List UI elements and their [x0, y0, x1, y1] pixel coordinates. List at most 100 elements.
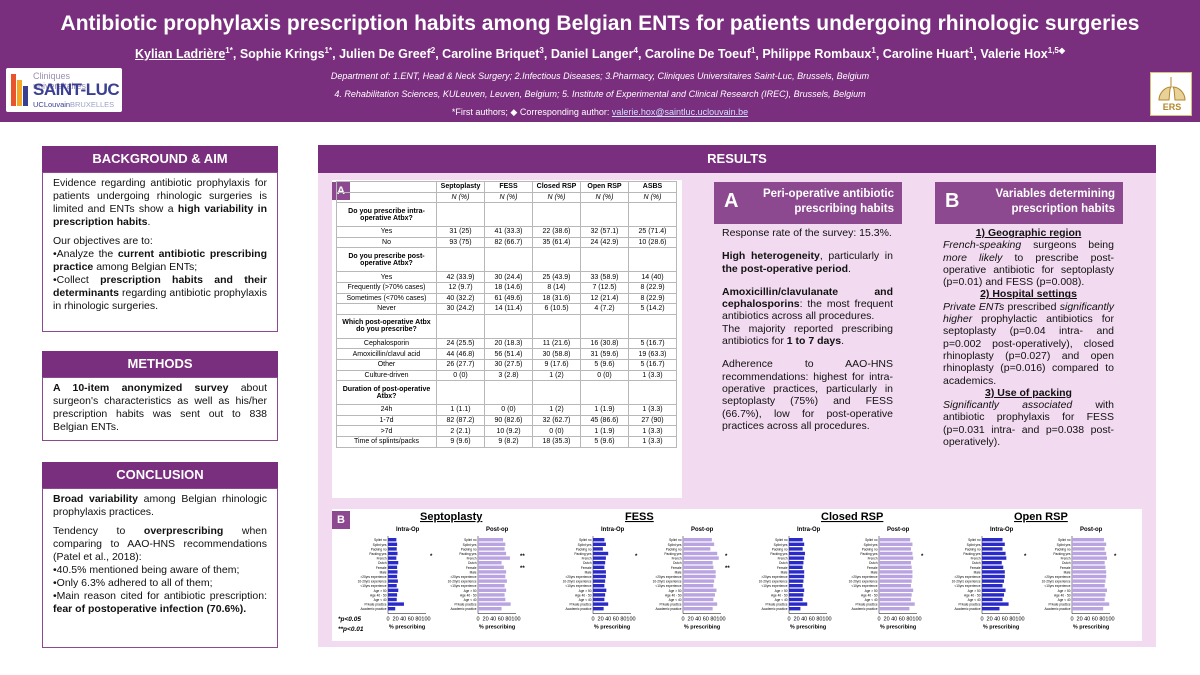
table-cell: 45 (86.6) [580, 414, 629, 427]
table-empty-cell [580, 313, 629, 339]
table-cell: 2 (2.1) [436, 425, 485, 437]
vars-s3-title: 3) Use of packing [985, 386, 1072, 399]
table-unit-cell: N (%) [532, 191, 581, 204]
table-empty-cell [580, 380, 629, 406]
table-cell: 40 (32.2) [436, 292, 485, 305]
ers-logo: ERS [1150, 72, 1192, 116]
table-column-header: ASBS [628, 181, 677, 193]
logo-line-2: SAINT-LUC [33, 80, 120, 99]
table-row-label: Other [336, 358, 437, 371]
table-empty-cell [436, 380, 485, 406]
table-cell: 24 (25.5) [436, 337, 485, 350]
table-empty-cell [628, 380, 677, 406]
table-cell: 1 (3.3) [628, 435, 677, 448]
table-cell: 32 (62.7) [532, 414, 581, 427]
table-cell: 61 (49.6) [484, 292, 533, 305]
table-unit-cell: N (%) [628, 191, 677, 204]
table-corner-cell [336, 191, 437, 204]
author-name: Philippe Rombaux1 [762, 46, 876, 62]
table-cell: 14 (11.4) [484, 303, 533, 315]
poster-header: Antibiotic prophylaxis prescription habi… [0, 0, 1200, 122]
table-cell: 18 (31.6) [532, 292, 581, 305]
table-row: Time of splints/packs 9 (9.6) 9 (8.2) 18 (3… [336, 435, 677, 448]
table-cell: 0 (0) [436, 369, 485, 382]
peri-heading-box: A Peri-operative antibiotic prescribing h… [714, 182, 902, 224]
table-cell: 35 (61.4) [532, 236, 581, 249]
table-empty-cell [484, 313, 533, 339]
vars-s1-title: 1) Geographic region [975, 227, 1082, 239]
table-unit-cell: N (%) [484, 191, 533, 204]
table-row-label: 24h [336, 404, 437, 416]
table-question-cell: Do you prescribe post-operative Atbx? [336, 247, 437, 273]
table-cell: 1 (2) [532, 404, 581, 416]
table-row: Yes 42 (33.9) 30 (24.4) 25 (43.9) 33 (58.9) 1… [336, 271, 677, 283]
table-empty-cell [628, 313, 677, 339]
charts-badge: B [332, 511, 350, 529]
table-row: Other 26 (27.7) 30 (27.5) 9 (17.6) 5 (9.6) 5 … [336, 358, 677, 371]
ers-logo-text: ERS [1162, 102, 1182, 112]
ers-lung-icon [1158, 77, 1186, 101]
table-column-header: Septoplasty [436, 181, 485, 193]
table-cell: 8 (22.9) [628, 292, 677, 305]
vars-heading-box: B Variables determining prescription habi… [935, 182, 1123, 224]
conclusion-p5: •Main reason cited for antibiotic prescr… [53, 590, 267, 615]
table-cell: 1 (2) [532, 369, 581, 382]
conclusion-heading: CONCLUSION [42, 462, 278, 488]
table-row-label: Cephalosporin [336, 337, 437, 350]
table-empty-cell [532, 313, 581, 339]
table-unit-cell: N (%) [580, 191, 629, 204]
corresponding-email-link[interactable]: valerie.hox@saintluc.uclouvain.be [611, 107, 749, 117]
poster-title: Antibiotic prophylaxis prescription habi… [60, 12, 1140, 35]
table-row-label: >7d [336, 425, 437, 437]
significance-note-1: *p<0.05 [338, 616, 361, 623]
table-cell: 31 (25) [436, 226, 485, 238]
table-cell: 31 (59.6) [580, 348, 629, 360]
table-question-cell: Duration of post-operative Atbx? [336, 380, 437, 406]
table-cell: 3 (2.8) [484, 369, 533, 382]
table-cell: 1 (3.3) [628, 369, 677, 382]
table-cell: 10 (9.2) [484, 425, 533, 437]
table-empty-cell [484, 247, 533, 273]
table-empty-cell [580, 247, 629, 273]
vars-s2-title: 2) Hospital settings [980, 288, 1077, 301]
table-row: >7d 2 (2.1) 10 (9.2) 0 (0) 1 (1.9) 1 (3.3) [336, 425, 677, 437]
table-cell: 9 (8.2) [484, 435, 533, 448]
table-cell: 44 (46.8) [436, 348, 485, 360]
table-cell: 5 (14.2) [628, 303, 677, 315]
table-cell: 10 (28.6) [628, 236, 677, 249]
table-column-header: FESS [484, 181, 533, 193]
table-question-cell: Which post-operative Atbx do you prescri… [336, 313, 437, 339]
table-cell: 12 (21.4) [580, 292, 629, 305]
table-cell: 41 (33.3) [484, 226, 533, 238]
saint-luc-logo: Cliniques universitaires SAINT-LUC UCLou… [6, 68, 122, 112]
table-question-row: Which post-operative Atbx do you prescri… [336, 313, 677, 339]
table-row: Frequently (>70% cases) 12 (9.7) 18 (14.6)… [336, 281, 677, 294]
table-unit-cell: N (%) [436, 191, 485, 204]
table-unit-row: N (%) N (%) N (%) N (%) N (%) [336, 191, 677, 204]
table-question-row: Do you prescribe post-operative Atbx? [336, 247, 677, 273]
vars-s3-text: Significantly associated with antibiotic… [943, 399, 1114, 449]
table-row-label: Sometimes (<70% cases) [336, 292, 437, 305]
significance-note-2: **p<0.01 [338, 626, 364, 633]
table-empty-cell [628, 202, 677, 228]
table-cell: 20 (18.3) [484, 337, 533, 350]
table-cell: 18 (14.6) [484, 281, 533, 294]
table-question-cell: Do you prescribe intra-operative Atbx? [336, 202, 437, 228]
vars-s2-text: Private ENTs prescribed significantly hi… [943, 300, 1115, 387]
results-heading: RESULTS [318, 145, 1156, 173]
author-list: Kylian Ladrière1*, Sophie Krings1*, Juli… [134, 46, 1066, 62]
table-row: Yes 31 (25) 41 (33.3) 22 (38.6) 32 (57.1) 25 … [336, 226, 677, 238]
conclusion-p1: Broad variability among Belgian rhinolog… [53, 493, 267, 518]
table-cell: 0 (0) [484, 404, 533, 416]
author-name: Caroline Huart1 [882, 46, 974, 62]
table-cell: 90 (82.6) [484, 414, 533, 427]
table-cell: 30 (24.4) [484, 271, 533, 283]
table-cell: 30 (27.5) [484, 358, 533, 371]
table-cell: 93 (75) [436, 236, 485, 249]
table-empty-cell [484, 380, 533, 406]
table-cell: 0 (0) [580, 369, 629, 382]
logo-line-3: UCLouvain [33, 100, 71, 109]
conclusion-p4: •Only 6.3% adhered to all of them; [53, 577, 213, 589]
table-cell: 1 (1.1) [436, 404, 485, 416]
methods-body: A 10-item anonymized survey about surgeo… [42, 377, 278, 441]
